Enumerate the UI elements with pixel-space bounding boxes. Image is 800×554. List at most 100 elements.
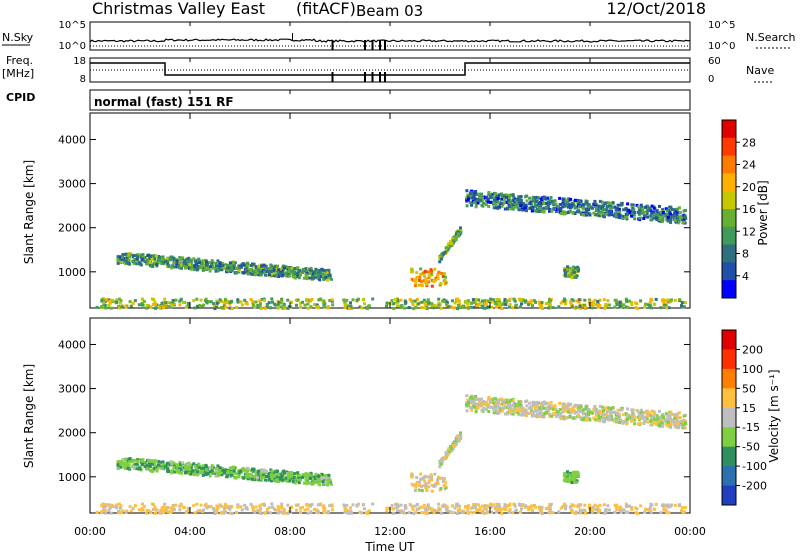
velocity-point [439, 511, 443, 515]
power-point [502, 194, 506, 198]
velocity-point [118, 465, 122, 469]
velocity-point [427, 481, 431, 485]
power-point [656, 212, 660, 216]
power-point [516, 203, 520, 207]
velocity-point [254, 505, 258, 509]
velocity-point [632, 415, 636, 419]
power-point [351, 298, 355, 302]
velocity-point [172, 466, 176, 470]
velocity-point [612, 419, 616, 423]
power-point [437, 303, 441, 307]
x-tick-label: 04:00 [174, 525, 206, 538]
power-point [683, 216, 687, 220]
velocity-point [259, 512, 263, 515]
velocity-point [189, 472, 193, 476]
power-point [189, 260, 193, 264]
velocity-point [652, 418, 656, 421]
power-point [343, 305, 347, 309]
power-point [565, 201, 569, 205]
velocity-point [529, 405, 533, 409]
power-point [502, 198, 506, 202]
velocity-point [598, 508, 601, 512]
power-colorbar-swatch [722, 226, 736, 246]
power-point [618, 300, 622, 304]
power-point [602, 204, 605, 208]
velocity-point [539, 408, 543, 412]
velocity-point [320, 473, 324, 477]
power-point [608, 209, 612, 213]
velocity-point [157, 460, 161, 463]
velocity-point [271, 505, 274, 509]
velocity-point [430, 478, 434, 482]
velocity-point [428, 506, 431, 510]
power-point [587, 208, 591, 211]
velocity-point [243, 503, 247, 507]
power-point [511, 207, 515, 211]
power-point [503, 298, 507, 302]
velocity-point [170, 471, 174, 475]
power-point [677, 211, 681, 215]
power-point [266, 273, 270, 277]
velocity-point [652, 415, 656, 419]
velocity-point [182, 506, 185, 510]
power-point [659, 213, 663, 217]
velocity-point [682, 510, 686, 514]
power-point [569, 204, 573, 208]
velocity-point [170, 509, 174, 513]
velocity-colorbar-tick-label: -200 [742, 480, 767, 493]
power-point [400, 305, 404, 309]
power-point [567, 197, 571, 201]
power-point [224, 301, 228, 305]
power-point [628, 211, 632, 214]
velocity-point [435, 480, 439, 483]
velocity-point [638, 413, 642, 417]
velocity-point [187, 461, 191, 465]
power-point [493, 302, 497, 306]
nsky-label: N.Sky [2, 31, 34, 44]
power-point [161, 258, 165, 262]
velocity-colorbar-frame [721, 329, 737, 506]
power-point [128, 255, 132, 259]
power-point [563, 268, 567, 272]
power-colorbar-tick-label: 4 [742, 270, 749, 283]
power-point [263, 306, 267, 310]
power-point [624, 297, 628, 301]
power-point [414, 305, 418, 309]
power-point [497, 302, 501, 306]
velocity-point [178, 462, 182, 466]
power-point [132, 260, 136, 264]
power-point [433, 278, 437, 282]
power-point [444, 246, 448, 250]
velocity-point [153, 460, 157, 464]
velocity-point [578, 410, 582, 414]
power-point [540, 197, 543, 201]
velocity-point [523, 411, 527, 415]
power-point [659, 216, 663, 220]
power-point [466, 306, 470, 310]
velocity-point [142, 461, 146, 464]
power-point [188, 263, 192, 266]
velocity-point [325, 476, 329, 480]
power-point [531, 197, 535, 201]
power-point [295, 303, 298, 307]
velocity-point [466, 504, 470, 508]
power-point [215, 266, 219, 270]
power-point [607, 303, 611, 307]
power-point [324, 275, 328, 279]
power-point [558, 203, 562, 206]
power-point [439, 306, 443, 310]
velocity-point [183, 464, 187, 468]
velocity-colorbar-swatch [722, 446, 736, 467]
velocity-point [136, 460, 140, 464]
power-point [296, 266, 300, 270]
velocity-point [568, 414, 572, 418]
velocity-point [681, 426, 685, 430]
velocity-point [156, 466, 160, 470]
velocity-point [557, 510, 561, 514]
velocity-point [299, 510, 303, 514]
velocity-point [474, 395, 478, 398]
power-point [537, 300, 541, 304]
power-point [466, 299, 470, 303]
velocity-point [593, 404, 597, 408]
velocity-point [477, 397, 481, 401]
